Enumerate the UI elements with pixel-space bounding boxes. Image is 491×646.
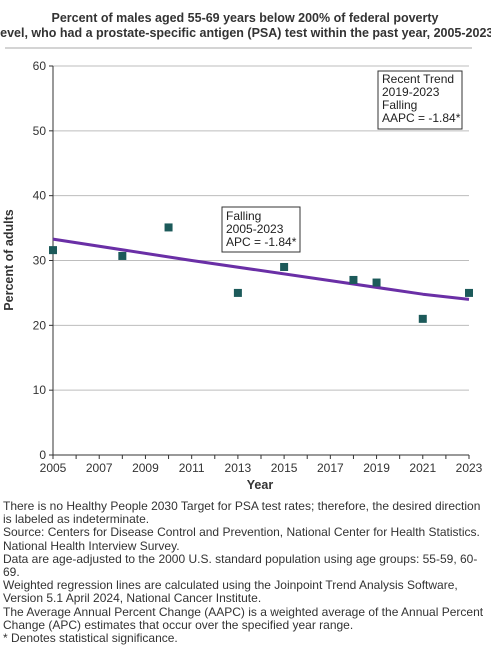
data-point-2021 [418, 314, 427, 323]
x-axis-title: Year [247, 478, 274, 492]
trend-line [52, 237, 470, 301]
x-tick-label-2011: 2011 [179, 461, 205, 475]
chart: Percent of males aged 55-69 years below … [0, 11, 491, 492]
grid [53, 65, 469, 391]
footnotes: There is no Healthy People 2030 Target f… [3, 499, 489, 646]
footnote-age-adjustment: Data are age-adjusted to the 2000 U.S. s… [3, 551, 478, 580]
data-point-2023 [465, 288, 473, 297]
annotation-overall-box [221, 206, 301, 253]
data-point-2013 [233, 288, 242, 297]
annotation-recent-line-4: AAPC = -1.84* [382, 111, 461, 125]
data-points [49, 223, 473, 323]
data-point-2008 [118, 251, 127, 260]
footnote-regression: Weighted regression lines are calculated… [3, 578, 458, 606]
x-tick-label-2017: 2017 [317, 461, 344, 475]
footnote-aapc: The Average Annual Percent Change (AAPC)… [3, 604, 484, 632]
y-tick-label-10: 10 [33, 383, 47, 397]
annotation-overall-trend: Falling 2005-2023 APC = -1.84* [221, 206, 301, 253]
trend-line-path [52, 237, 470, 301]
y-axis-title: Percent of adults [2, 209, 16, 310]
annotation-recent-line-3: Falling [382, 98, 417, 112]
x-tick-label-2007: 2007 [86, 461, 113, 475]
x-tick-label-2013: 2013 [225, 461, 252, 475]
chart-title-line-1: Percent of males aged 55-69 years below … [52, 11, 439, 25]
chart-title-line-2: level, who had a prostate-specific antig… [0, 26, 491, 40]
y-tick-label-40: 40 [33, 189, 47, 203]
footnote-significance: * Denotes statistical significance. [3, 631, 178, 646]
data-point-2015 [280, 262, 289, 271]
x-tick-label-2019: 2019 [363, 461, 390, 475]
annotation-overall-line-1: Falling [226, 209, 261, 223]
y-tick-label-50: 50 [33, 124, 47, 138]
y-tick-label-0: 0 [39, 448, 46, 462]
annotation-recent-box [377, 70, 463, 130]
annotation-recent-line-1: Recent Trend [382, 72, 454, 86]
x-tick-labels: 2005 2007 2009 2011 2013 2015 2017 2019 2021 2023 [40, 461, 483, 475]
annotation-overall-line-3: APC = -1.84* [226, 235, 297, 249]
x-tick-label-2021: 2021 [409, 461, 436, 475]
y-tick-label-20: 20 [33, 318, 47, 332]
data-point-2018 [349, 275, 358, 284]
annotation-recent-trend: Recent Trend 2019-2023 Falling AAPC = -1… [377, 70, 463, 130]
x-tick-label-2009: 2009 [132, 461, 159, 475]
annotation-recent-line-2: 2019-2023 [382, 85, 440, 99]
data-point-2005 [49, 246, 57, 255]
data-point-2010 [164, 223, 173, 232]
data-point-2019 [372, 278, 381, 287]
x-tick-label-2023: 2023 [456, 461, 483, 475]
footnote-source: Source: Centers for Disease Control and … [3, 525, 480, 553]
annotation-overall-line-2: 2005-2023 [226, 222, 284, 236]
y-tick-label-30: 30 [33, 254, 47, 268]
x-tick-label-2015: 2015 [271, 461, 298, 475]
axes [49, 65, 470, 459]
y-tick-labels: 0 10 20 30 40 50 60 [33, 59, 47, 462]
footnote-target: There is no Healthy People 2030 Target f… [3, 499, 481, 527]
y-tick-label-60: 60 [33, 59, 47, 73]
x-tick-label-2005: 2005 [40, 461, 67, 475]
